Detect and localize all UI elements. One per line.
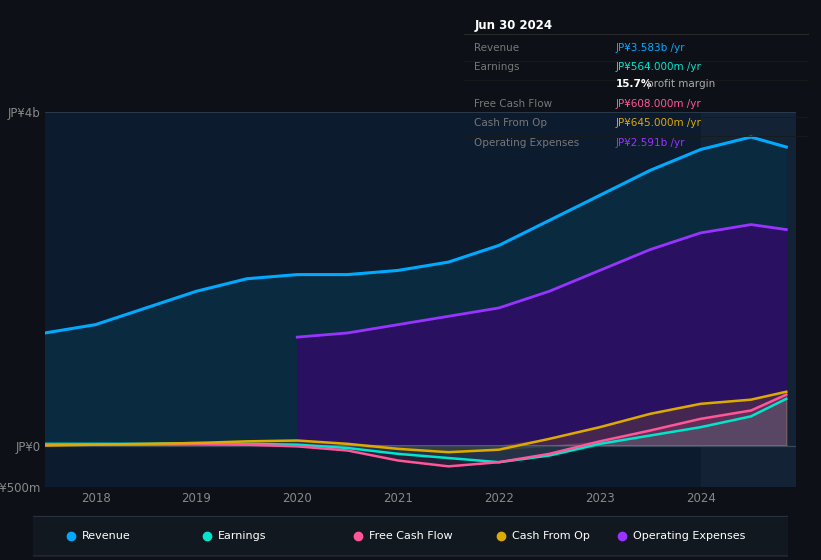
FancyBboxPatch shape — [19, 516, 802, 556]
Text: Free Cash Flow: Free Cash Flow — [475, 99, 553, 109]
Text: Operating Expenses: Operating Expenses — [475, 138, 580, 148]
Text: Earnings: Earnings — [218, 531, 266, 541]
Text: Revenue: Revenue — [82, 531, 131, 541]
Text: Revenue: Revenue — [475, 43, 520, 53]
Text: Operating Expenses: Operating Expenses — [633, 531, 745, 541]
Text: JP¥564.000m /yr: JP¥564.000m /yr — [616, 62, 701, 72]
Text: Cash From Op: Cash From Op — [512, 531, 590, 541]
Text: JP¥608.000m /yr: JP¥608.000m /yr — [616, 99, 701, 109]
Text: profit margin: profit margin — [647, 79, 715, 89]
Bar — [700, 112, 796, 487]
Text: Free Cash Flow: Free Cash Flow — [369, 531, 452, 541]
Text: Cash From Op: Cash From Op — [475, 118, 548, 128]
Text: Jun 30 2024: Jun 30 2024 — [475, 19, 553, 32]
Text: Earnings: Earnings — [475, 62, 520, 72]
Text: 15.7%: 15.7% — [616, 79, 652, 89]
Text: JP¥3.583b /yr: JP¥3.583b /yr — [616, 43, 685, 53]
Text: JP¥2.591b /yr: JP¥2.591b /yr — [616, 138, 685, 148]
Text: JP¥645.000m /yr: JP¥645.000m /yr — [616, 118, 701, 128]
